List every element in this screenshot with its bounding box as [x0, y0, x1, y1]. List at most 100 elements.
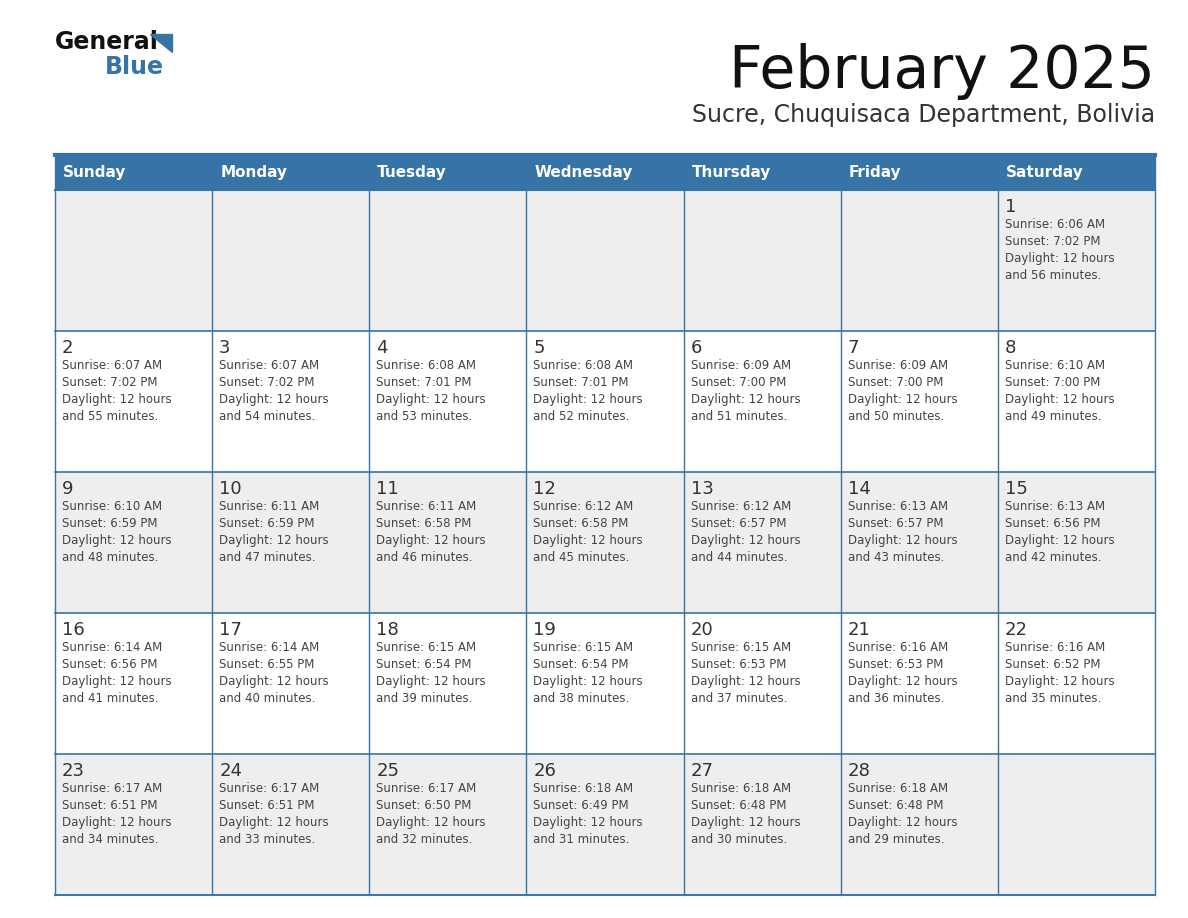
Text: and 41 minutes.: and 41 minutes. — [62, 692, 158, 705]
Text: Daylight: 12 hours: Daylight: 12 hours — [848, 675, 958, 688]
Bar — [213, 472, 369, 613]
Text: Sunrise: 6:15 AM: Sunrise: 6:15 AM — [533, 641, 633, 654]
Text: and 31 minutes.: and 31 minutes. — [533, 833, 630, 846]
Text: Sunrise: 6:17 AM: Sunrise: 6:17 AM — [219, 782, 320, 795]
Text: Sunrise: 6:16 AM: Sunrise: 6:16 AM — [848, 641, 948, 654]
Text: and 34 minutes.: and 34 minutes. — [62, 833, 158, 846]
Text: and 42 minutes.: and 42 minutes. — [1005, 551, 1101, 564]
Text: 27: 27 — [690, 762, 714, 780]
Bar — [213, 331, 369, 472]
Text: Daylight: 12 hours: Daylight: 12 hours — [219, 534, 329, 547]
Bar — [369, 190, 526, 331]
Bar — [683, 472, 841, 613]
Text: Daylight: 12 hours: Daylight: 12 hours — [377, 675, 486, 688]
Text: and 45 minutes.: and 45 minutes. — [533, 551, 630, 564]
Text: Sucre, Chuquisaca Department, Bolivia: Sucre, Chuquisaca Department, Bolivia — [691, 103, 1155, 127]
Text: and 40 minutes.: and 40 minutes. — [219, 692, 316, 705]
Text: and 48 minutes.: and 48 minutes. — [62, 551, 158, 564]
Text: Sunrise: 6:18 AM: Sunrise: 6:18 AM — [848, 782, 948, 795]
Text: February 2025: February 2025 — [729, 43, 1155, 100]
Bar — [998, 613, 1155, 754]
Text: and 44 minutes.: and 44 minutes. — [690, 551, 788, 564]
Text: Sunset: 7:00 PM: Sunset: 7:00 PM — [1005, 376, 1100, 389]
Bar — [841, 754, 998, 895]
Text: Sunset: 6:57 PM: Sunset: 6:57 PM — [690, 517, 786, 530]
Text: Sunrise: 6:08 AM: Sunrise: 6:08 AM — [377, 359, 476, 372]
Text: Sunrise: 6:17 AM: Sunrise: 6:17 AM — [377, 782, 476, 795]
Text: Sunrise: 6:09 AM: Sunrise: 6:09 AM — [690, 359, 791, 372]
Bar — [213, 613, 369, 754]
Text: General: General — [55, 30, 159, 54]
Text: Sunset: 6:57 PM: Sunset: 6:57 PM — [848, 517, 943, 530]
Text: Daylight: 12 hours: Daylight: 12 hours — [848, 393, 958, 406]
Text: 10: 10 — [219, 480, 242, 498]
Text: 1: 1 — [1005, 198, 1016, 216]
Text: 17: 17 — [219, 621, 242, 639]
Text: Daylight: 12 hours: Daylight: 12 hours — [1005, 675, 1114, 688]
Text: Sunrise: 6:14 AM: Sunrise: 6:14 AM — [62, 641, 163, 654]
Text: Sunset: 7:01 PM: Sunset: 7:01 PM — [533, 376, 628, 389]
Text: Daylight: 12 hours: Daylight: 12 hours — [219, 816, 329, 829]
Text: and 32 minutes.: and 32 minutes. — [377, 833, 473, 846]
Text: Daylight: 12 hours: Daylight: 12 hours — [690, 816, 801, 829]
Text: Daylight: 12 hours: Daylight: 12 hours — [690, 393, 801, 406]
Text: Sunset: 6:59 PM: Sunset: 6:59 PM — [219, 517, 315, 530]
Text: Monday: Monday — [220, 165, 287, 180]
Text: Daylight: 12 hours: Daylight: 12 hours — [1005, 393, 1114, 406]
Text: Daylight: 12 hours: Daylight: 12 hours — [533, 534, 643, 547]
Text: and 52 minutes.: and 52 minutes. — [533, 410, 630, 423]
Text: Daylight: 12 hours: Daylight: 12 hours — [690, 534, 801, 547]
Text: Friday: Friday — [848, 165, 902, 180]
Text: Sunset: 6:48 PM: Sunset: 6:48 PM — [690, 799, 786, 812]
Text: and 54 minutes.: and 54 minutes. — [219, 410, 316, 423]
Text: 16: 16 — [62, 621, 84, 639]
Text: 19: 19 — [533, 621, 556, 639]
Text: 6: 6 — [690, 339, 702, 357]
Text: Daylight: 12 hours: Daylight: 12 hours — [62, 393, 171, 406]
Text: Daylight: 12 hours: Daylight: 12 hours — [848, 816, 958, 829]
Text: Sunset: 6:52 PM: Sunset: 6:52 PM — [1005, 658, 1100, 671]
Text: Blue: Blue — [105, 55, 164, 79]
Text: Sunset: 6:48 PM: Sunset: 6:48 PM — [848, 799, 943, 812]
Text: Sunset: 6:56 PM: Sunset: 6:56 PM — [1005, 517, 1100, 530]
Text: and 49 minutes.: and 49 minutes. — [1005, 410, 1101, 423]
Text: Sunset: 6:51 PM: Sunset: 6:51 PM — [62, 799, 158, 812]
Text: 14: 14 — [848, 480, 871, 498]
Bar — [841, 613, 998, 754]
Text: Sunset: 7:02 PM: Sunset: 7:02 PM — [219, 376, 315, 389]
Text: Thursday: Thursday — [691, 165, 771, 180]
Bar — [998, 472, 1155, 613]
Text: Sunrise: 6:07 AM: Sunrise: 6:07 AM — [62, 359, 162, 372]
Bar — [683, 613, 841, 754]
Bar — [998, 331, 1155, 472]
Bar — [683, 754, 841, 895]
Bar — [55, 190, 213, 331]
Text: Sunrise: 6:14 AM: Sunrise: 6:14 AM — [219, 641, 320, 654]
Text: 7: 7 — [848, 339, 859, 357]
Text: Sunset: 6:54 PM: Sunset: 6:54 PM — [533, 658, 628, 671]
Text: Sunset: 6:51 PM: Sunset: 6:51 PM — [219, 799, 315, 812]
Text: Sunrise: 6:10 AM: Sunrise: 6:10 AM — [62, 500, 162, 513]
Text: 20: 20 — [690, 621, 713, 639]
Text: and 55 minutes.: and 55 minutes. — [62, 410, 158, 423]
Text: 3: 3 — [219, 339, 230, 357]
Text: and 50 minutes.: and 50 minutes. — [848, 410, 944, 423]
Bar — [526, 190, 683, 331]
Bar — [841, 190, 998, 331]
Text: Daylight: 12 hours: Daylight: 12 hours — [219, 675, 329, 688]
Text: Daylight: 12 hours: Daylight: 12 hours — [62, 816, 171, 829]
Text: and 51 minutes.: and 51 minutes. — [690, 410, 786, 423]
Text: 22: 22 — [1005, 621, 1028, 639]
Text: Sunrise: 6:15 AM: Sunrise: 6:15 AM — [690, 641, 791, 654]
Text: Sunrise: 6:18 AM: Sunrise: 6:18 AM — [533, 782, 633, 795]
Text: and 38 minutes.: and 38 minutes. — [533, 692, 630, 705]
Bar — [369, 472, 526, 613]
Text: Sunrise: 6:12 AM: Sunrise: 6:12 AM — [690, 500, 791, 513]
Text: Daylight: 12 hours: Daylight: 12 hours — [377, 393, 486, 406]
Text: Daylight: 12 hours: Daylight: 12 hours — [219, 393, 329, 406]
Text: Sunset: 6:54 PM: Sunset: 6:54 PM — [377, 658, 472, 671]
Text: Sunrise: 6:07 AM: Sunrise: 6:07 AM — [219, 359, 320, 372]
Text: Sunrise: 6:18 AM: Sunrise: 6:18 AM — [690, 782, 791, 795]
Bar — [369, 613, 526, 754]
Text: and 37 minutes.: and 37 minutes. — [690, 692, 786, 705]
